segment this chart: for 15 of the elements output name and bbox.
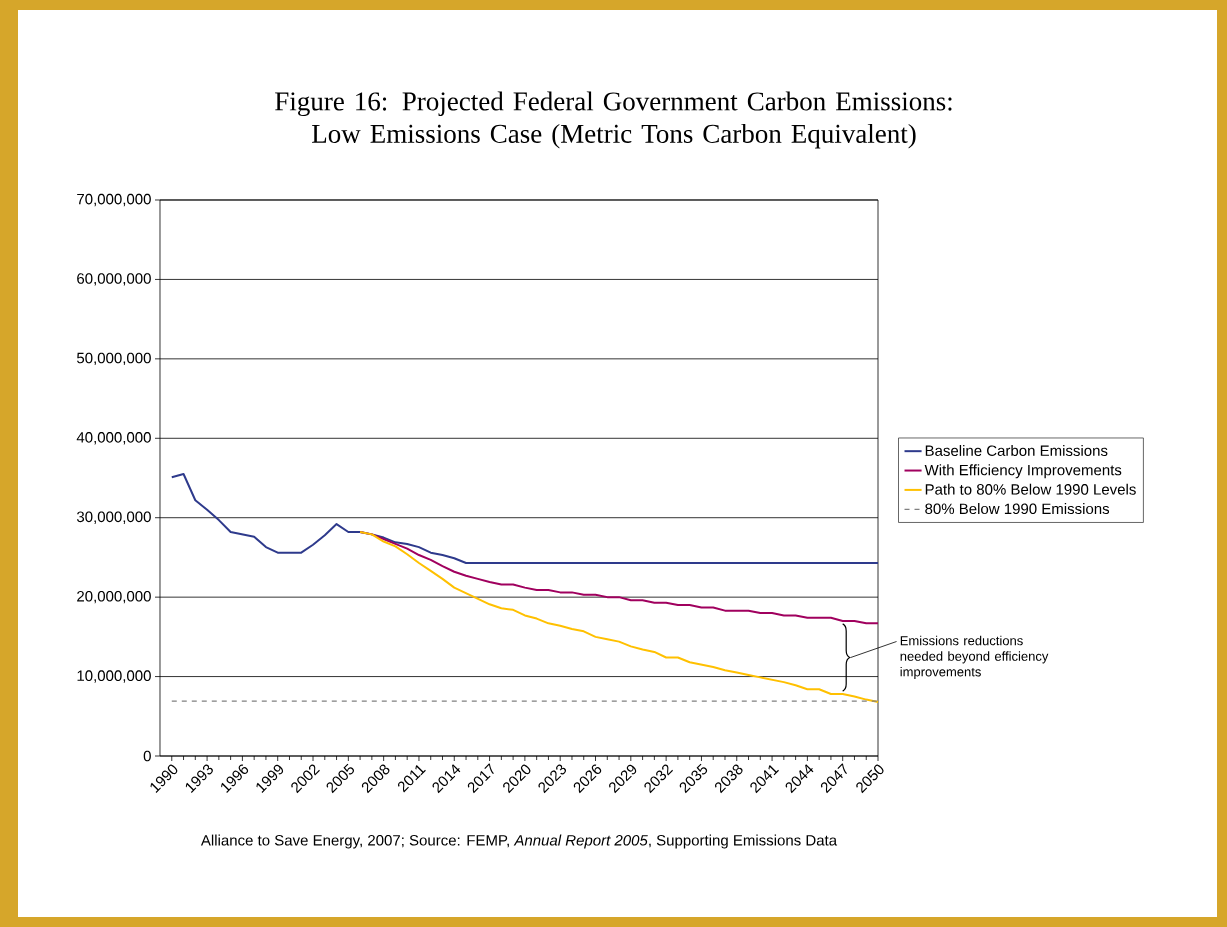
chart-title: Figure 16: Projected Federal Government Carbon Emissions: Low Emissions Case (Metric Tons Carbon Equivalent) [275, 91, 952, 149]
y-tick-label: 60,000,000 [77, 273, 151, 286]
text: Alliance to Save Energy, 2007; Source: FEMP, Annual Report 2005, Supporting Emissions Data [200, 834, 838, 849]
y-tick-label: 50,000,000 [76, 352, 151, 366]
text: Emissions reductions needed beyond efficiency improvements [900, 635, 1049, 680]
legend-label: Baseline Carbon Emissions [925, 444, 1108, 456]
y-tick-label: 70,000,000 [77, 193, 151, 207]
legend-label: Path to 80% Below 1990 Levels [925, 483, 1136, 495]
legend-label: 80% Below 1990 Emissions [925, 503, 1110, 515]
y-tick-label: 40,000,000 [76, 432, 151, 445]
y-tick-label: 10,000,000 [77, 670, 151, 683]
legend-label: With Efficiency Improvements [924, 464, 1122, 479]
y-tick-label: 0 [143, 750, 151, 762]
y-tick-label: 20,000,000 [77, 590, 151, 604]
y-tick-label: 30,000,000 [76, 511, 151, 524]
